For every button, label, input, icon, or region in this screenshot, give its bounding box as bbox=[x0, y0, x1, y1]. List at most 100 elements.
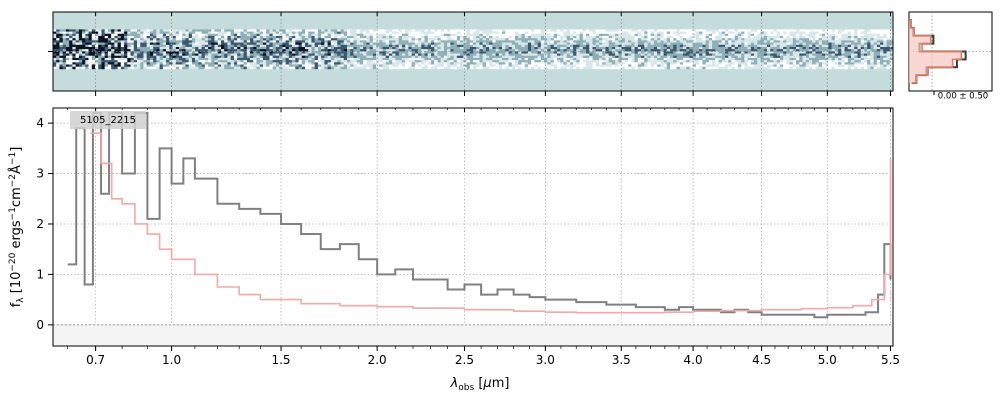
heatmap-cell bbox=[676, 62, 681, 65]
heatmap-cell bbox=[880, 49, 884, 52]
heatmap-cell bbox=[599, 66, 603, 70]
heatmap-cell bbox=[754, 60, 758, 63]
heatmap-cell bbox=[783, 40, 787, 43]
heatmap-cell bbox=[191, 46, 196, 50]
heatmap-cell bbox=[340, 35, 345, 39]
heatmap-cell bbox=[431, 29, 435, 32]
heatmap-cell bbox=[450, 53, 454, 57]
heatmap-cell bbox=[389, 42, 393, 46]
heatmap-cell bbox=[140, 33, 144, 37]
heatmap-cell bbox=[182, 57, 186, 61]
heatmap-cell bbox=[314, 42, 319, 46]
heatmap-cell bbox=[796, 62, 800, 65]
heatmap-cell bbox=[482, 40, 487, 43]
heatmap-cell bbox=[641, 46, 645, 50]
profile-drawing bbox=[909, 12, 992, 95]
heatmap-cell bbox=[408, 46, 412, 50]
heatmap-cell bbox=[621, 57, 626, 61]
heatmap-cell bbox=[424, 38, 429, 41]
heatmap-cell bbox=[754, 29, 758, 32]
heatmap-cell bbox=[770, 64, 774, 67]
heatmap-cell bbox=[321, 38, 325, 41]
heatmap-cell bbox=[69, 29, 73, 32]
heatmap-cell bbox=[489, 60, 493, 63]
heatmap-cell bbox=[398, 57, 403, 61]
heatmap-cell bbox=[282, 51, 286, 54]
heatmap-cell bbox=[615, 33, 619, 37]
heatmap-cell bbox=[686, 60, 690, 63]
heatmap-cell bbox=[670, 31, 674, 35]
heatmap-cell bbox=[695, 44, 700, 48]
heatmap-cell bbox=[246, 49, 251, 52]
heatmap-cell bbox=[702, 60, 706, 63]
heatmap-cell bbox=[857, 51, 861, 54]
heatmap-cell bbox=[579, 55, 584, 59]
heatmap-cell bbox=[398, 40, 403, 43]
heatmap-cell bbox=[844, 64, 849, 67]
heatmap-cell bbox=[334, 57, 338, 61]
heatmap-cell bbox=[663, 44, 668, 48]
heatmap-cell bbox=[851, 33, 855, 37]
heatmap-cell bbox=[628, 51, 632, 54]
heatmap-cell bbox=[579, 53, 584, 57]
heatmap-cell bbox=[750, 46, 755, 50]
heatmap-cell bbox=[838, 57, 842, 61]
heatmap-cell bbox=[443, 44, 448, 48]
heatmap-cell bbox=[634, 62, 639, 65]
heatmap-cell bbox=[527, 55, 532, 59]
heatmap-cell bbox=[159, 42, 164, 46]
heatmap-cell bbox=[860, 64, 865, 67]
heatmap-cell bbox=[120, 33, 125, 37]
heatmap-cell bbox=[705, 57, 710, 61]
heatmap-cell bbox=[498, 40, 503, 43]
heatmap-cell bbox=[683, 55, 687, 59]
heatmap-cell bbox=[359, 46, 364, 50]
heatmap-cell bbox=[624, 55, 629, 59]
heatmap-cell bbox=[311, 33, 315, 37]
heatmap-cell bbox=[418, 55, 422, 59]
heatmap-cell bbox=[695, 57, 700, 61]
heatmap-cell bbox=[295, 55, 299, 59]
heatmap-cell bbox=[305, 46, 309, 50]
heatmap-cell bbox=[217, 53, 222, 57]
heatmap-cell bbox=[146, 60, 151, 63]
heatmap-cell bbox=[75, 38, 80, 41]
heatmap-cell bbox=[395, 60, 399, 63]
heatmap-cell bbox=[269, 53, 273, 57]
heatmap-cell bbox=[712, 44, 716, 48]
heatmap-cell bbox=[527, 64, 532, 67]
heatmap-cell bbox=[256, 51, 261, 54]
heatmap-cell bbox=[511, 49, 516, 52]
heatmap-cell bbox=[137, 53, 141, 57]
heatmap-cell bbox=[531, 38, 535, 41]
heatmap-cell bbox=[305, 31, 309, 35]
heatmap-cell bbox=[130, 29, 135, 32]
heatmap-cell bbox=[298, 55, 303, 59]
heatmap-cell bbox=[498, 38, 503, 41]
heatmap-cell bbox=[272, 46, 277, 50]
heatmap-cell bbox=[305, 40, 309, 43]
heatmap-cell bbox=[834, 55, 839, 59]
heatmap-cell bbox=[421, 51, 425, 54]
heatmap-cell bbox=[272, 66, 277, 70]
heatmap-cell bbox=[166, 62, 170, 65]
heatmap-cell bbox=[263, 64, 267, 67]
heatmap-cell bbox=[502, 38, 506, 41]
heatmap-cell bbox=[421, 44, 425, 48]
heatmap-cell bbox=[453, 66, 458, 70]
heatmap-cell bbox=[221, 38, 225, 41]
heatmap-cell bbox=[431, 44, 435, 48]
heatmap-cell bbox=[838, 38, 842, 41]
heatmap-cell bbox=[582, 29, 587, 32]
heatmap-cell bbox=[563, 49, 567, 52]
heatmap-cell bbox=[140, 53, 144, 57]
heatmap-cell bbox=[650, 53, 655, 57]
heatmap-cell bbox=[699, 35, 703, 39]
heatmap-cell bbox=[182, 31, 186, 35]
heatmap-cell bbox=[460, 44, 464, 48]
heatmap-cell bbox=[544, 38, 548, 41]
heatmap-cell bbox=[340, 38, 345, 41]
heatmap-cell bbox=[731, 46, 735, 50]
heatmap-cell bbox=[421, 33, 425, 37]
heatmap-cell bbox=[592, 55, 597, 59]
